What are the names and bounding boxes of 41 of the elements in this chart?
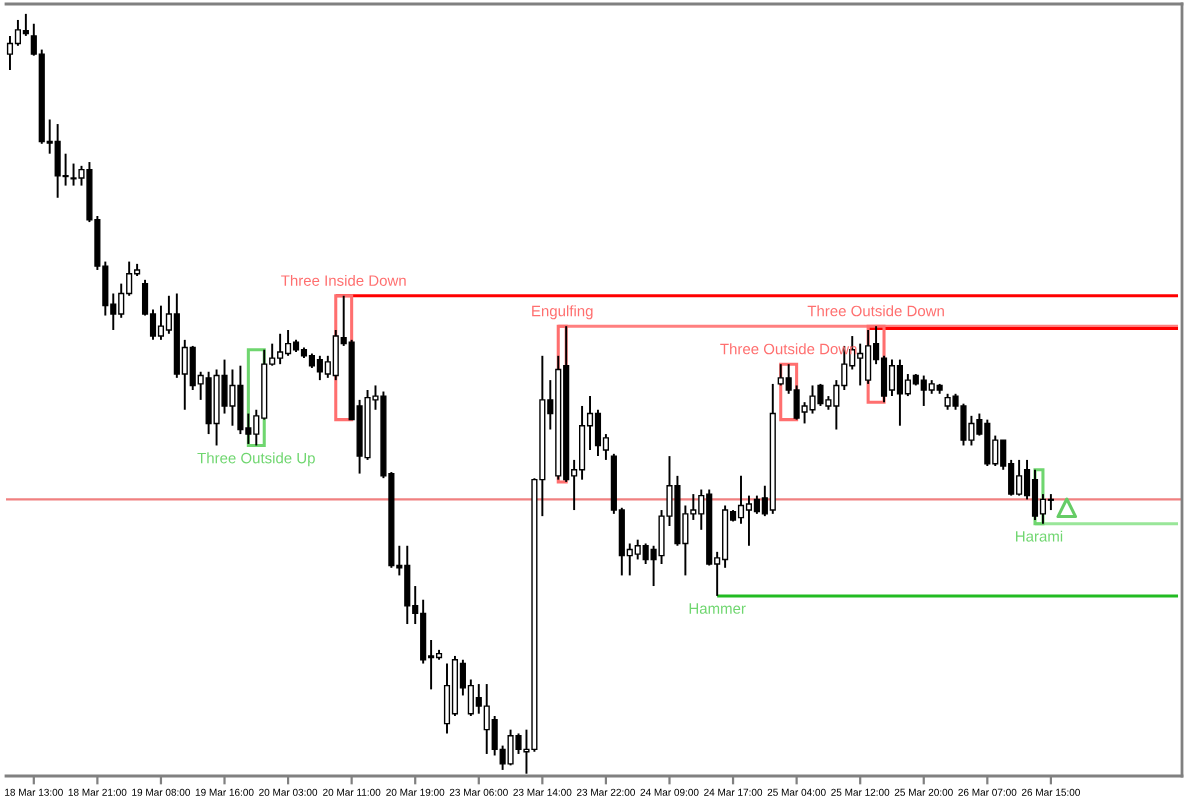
candlestick xyxy=(213,368,220,447)
candlestick xyxy=(1016,458,1023,497)
candlestick xyxy=(1047,493,1054,512)
candlestick xyxy=(483,683,490,755)
candlestick xyxy=(793,384,800,421)
candlestick xyxy=(14,18,21,47)
candlestick xyxy=(960,402,967,447)
candlestick xyxy=(404,544,411,625)
candlestick xyxy=(22,12,29,37)
candlestick xyxy=(70,162,77,187)
candlestick xyxy=(443,662,451,735)
candlestick xyxy=(205,370,212,436)
candlestick xyxy=(579,404,586,481)
candlestick xyxy=(865,329,872,385)
candlestick xyxy=(809,384,816,415)
candlestick xyxy=(984,418,991,467)
candlestick xyxy=(54,123,61,199)
candlestick xyxy=(1031,468,1039,521)
candlestick xyxy=(634,538,641,561)
candlestick xyxy=(642,542,649,565)
candlestick xyxy=(737,474,745,525)
candlestick xyxy=(229,368,236,427)
candlestick xyxy=(237,364,244,436)
candlestick xyxy=(753,494,760,515)
candlestick xyxy=(285,329,292,357)
candlestick xyxy=(857,342,864,387)
candlestick xyxy=(594,408,602,458)
candlestick xyxy=(157,304,165,341)
candlestick xyxy=(896,358,903,427)
candlestick xyxy=(316,354,323,382)
candlestick xyxy=(888,358,896,398)
candlestick xyxy=(507,728,514,767)
candlestick xyxy=(904,373,911,398)
candlestick xyxy=(277,332,284,366)
candlestick xyxy=(920,374,927,407)
candlestick xyxy=(189,344,196,391)
candlestick xyxy=(817,382,824,407)
candlestick xyxy=(6,34,14,72)
candlestick xyxy=(420,598,427,665)
candlestick xyxy=(745,494,753,547)
candlestick xyxy=(332,329,339,382)
